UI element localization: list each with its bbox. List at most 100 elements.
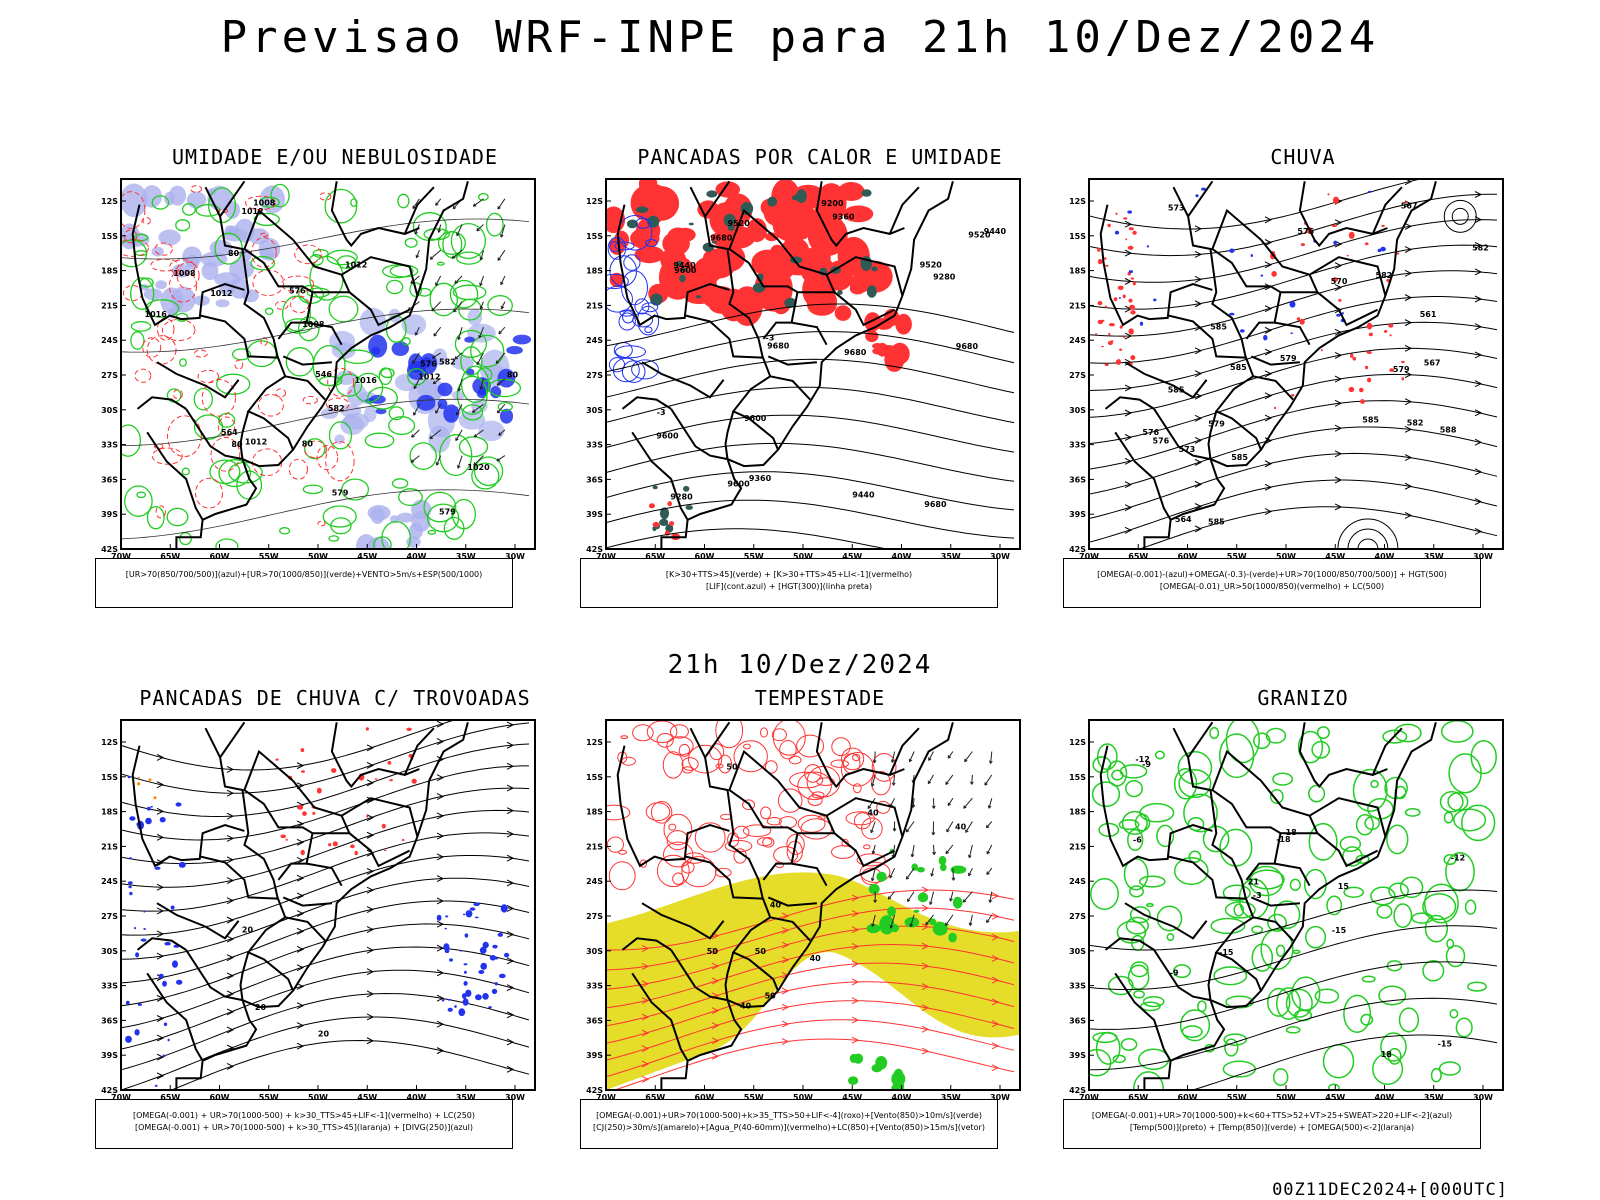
- streamline-arrow: [296, 820, 305, 828]
- lif-contour: [635, 217, 651, 229]
- border: [769, 375, 811, 401]
- contour-label: -18: [1282, 828, 1297, 837]
- streamline-arrow: [641, 944, 650, 952]
- contour-label: 573: [1179, 445, 1196, 454]
- temp850-contour: [1467, 981, 1487, 992]
- lat-tick-label: 27S: [1069, 371, 1086, 380]
- divergence-area: [492, 944, 498, 949]
- thickness-contour: [190, 185, 202, 193]
- wind-vector: [496, 378, 506, 386]
- coastline: [175, 722, 469, 1090]
- pwater-contour: [786, 840, 803, 863]
- ur-contour: [264, 307, 274, 316]
- streamline-arrow: [921, 886, 930, 894]
- wind-vector: [478, 334, 482, 339]
- lat-tick-label: 12S: [586, 738, 603, 747]
- rain-area: [1119, 325, 1123, 329]
- wind-vector: [456, 412, 460, 416]
- thickness-contour: [154, 242, 173, 256]
- rain-area: [1130, 277, 1134, 280]
- contour-label: 50: [726, 763, 738, 772]
- divergence-area: [163, 1022, 168, 1027]
- streamline-arrow: [1194, 525, 1203, 533]
- ur-contour: [181, 203, 196, 216]
- humidity-area: [451, 355, 474, 370]
- divergence-area: [498, 973, 506, 979]
- streamline-arrow: [436, 793, 445, 800]
- map-chuva: 585 585 585 585 588 582 585 582 579 576 585 582 579 5…: [1063, 175, 1507, 565]
- lat-tick-label: 42S: [101, 545, 118, 554]
- streamline-arrow: [1264, 392, 1273, 400]
- low-center: [1357, 538, 1379, 549]
- thickness-contour: [167, 415, 202, 458]
- ur-contour: [443, 516, 465, 540]
- wind-vector: [873, 899, 878, 903]
- rain-area: [1105, 264, 1109, 267]
- streamline-arrow: [781, 1038, 790, 1046]
- thickness-contour: [142, 217, 151, 225]
- rain-area: [1097, 301, 1103, 306]
- map-background: [1089, 179, 1503, 549]
- pwater-contour: [760, 806, 772, 820]
- border: [1172, 186, 1189, 217]
- border: [888, 727, 920, 776]
- border: [403, 727, 435, 776]
- rain-area: [1365, 365, 1369, 370]
- streamline-arrow: [226, 877, 235, 885]
- panel-title: PANCADAS DE CHUVA C/ TROVOADAS: [139, 686, 531, 710]
- lat-tick-label: 39S: [101, 1051, 118, 1060]
- wind-vector: [870, 783, 875, 787]
- thickness-contour: [168, 269, 198, 303]
- humidity-area: [200, 251, 228, 267]
- divergence-area: [462, 998, 469, 1006]
- contour-label: 50: [765, 991, 777, 1000]
- streamline: [1089, 452, 1498, 519]
- omega-area: [1289, 301, 1296, 308]
- divergence-area: [465, 989, 472, 997]
- contour-label: 9680: [767, 342, 790, 351]
- wind-vector: [411, 429, 420, 438]
- streamline-arrow: [296, 838, 305, 846]
- rain-area: [1117, 285, 1124, 290]
- temp850-contour: [1275, 987, 1302, 1020]
- temp850-contour: [1183, 793, 1218, 833]
- ur-contour: [215, 538, 239, 549]
- panel-chuva: CHUVA 585 585 585 585 588 582 585 582 579 576 585 5…: [1063, 145, 1543, 625]
- lif-contour: [621, 270, 648, 306]
- wind-vector: [986, 821, 993, 829]
- pwater-contour: [608, 861, 636, 891]
- contour-label: 80: [228, 249, 240, 258]
- lon-tick-label: 40W: [1375, 552, 1395, 561]
- convective-area: [849, 273, 872, 293]
- border: [631, 431, 689, 521]
- lat-tick-label: 33S: [586, 982, 603, 991]
- temp850-contour: [1352, 768, 1388, 813]
- wind-vector: [473, 462, 477, 466]
- border: [1207, 411, 1218, 460]
- border: [200, 314, 278, 359]
- rain-area: [1338, 299, 1342, 302]
- wind-vector: [431, 355, 436, 359]
- wind-vector: [889, 874, 893, 879]
- lat-tick-label: 42S: [586, 1086, 603, 1095]
- omega-area: [1250, 254, 1253, 257]
- lon-tick-label: 55W: [744, 552, 764, 561]
- temp850-contour: [1209, 726, 1220, 740]
- rain-area: [1320, 349, 1323, 352]
- lat-tick-label: 21S: [586, 301, 603, 310]
- border: [762, 780, 836, 881]
- border: [204, 727, 221, 758]
- streamline-arrow: [1474, 216, 1483, 224]
- lat-tick-label: 42S: [1069, 1086, 1086, 1095]
- convective-area: [609, 272, 624, 288]
- storm-area: [406, 727, 412, 731]
- humidity-core: [416, 394, 436, 411]
- streamline: [121, 855, 530, 936]
- lon-tick-label: 45W: [1325, 552, 1345, 561]
- omega-area: [1260, 274, 1264, 277]
- streamline: [121, 743, 530, 818]
- border: [185, 408, 243, 461]
- wind-vector: [437, 229, 442, 233]
- rain-area: [1132, 281, 1136, 286]
- contour-label: 585: [1208, 518, 1225, 527]
